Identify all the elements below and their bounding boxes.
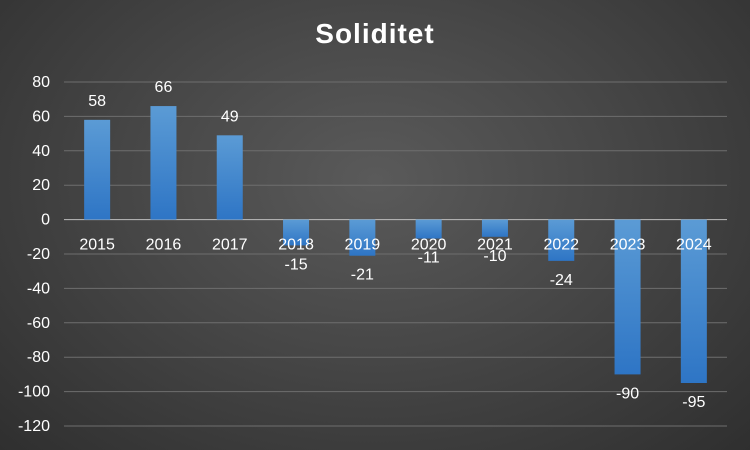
bar xyxy=(84,119,111,220)
bar xyxy=(614,219,641,375)
bar xyxy=(415,219,442,239)
y-tick-label: -100 xyxy=(18,384,50,401)
y-tick-label: -40 xyxy=(27,280,50,297)
data-labels: 58 66 49 -15 -21 -11 -10 -24 -90 -95 xyxy=(88,79,705,411)
data-label: 58 xyxy=(88,93,106,110)
bar xyxy=(680,219,707,383)
data-label: -15 xyxy=(284,256,307,273)
x-tick-label: 2016 xyxy=(146,237,182,254)
data-label: -24 xyxy=(550,272,573,289)
y-tick-label: -120 xyxy=(18,418,50,435)
data-label: -10 xyxy=(483,248,506,265)
x-tick-label: 2018 xyxy=(278,237,314,254)
x-tick-label: 2017 xyxy=(212,237,248,254)
bar xyxy=(481,219,508,237)
bar xyxy=(548,219,575,261)
data-label: -90 xyxy=(616,385,639,402)
chart-title: Soliditet xyxy=(315,18,435,49)
x-tick-label: 2015 xyxy=(79,237,115,254)
bars xyxy=(84,106,707,383)
x-tick-label: 2022 xyxy=(543,237,579,254)
bar xyxy=(216,135,243,220)
data-label: 49 xyxy=(221,108,239,125)
y-tick-label: 80 xyxy=(32,74,50,91)
data-label: -95 xyxy=(682,394,705,411)
x-tick-label: 2024 xyxy=(676,237,712,254)
y-tick-label: -80 xyxy=(27,349,50,366)
bar xyxy=(349,219,376,256)
x-tick-label: 2023 xyxy=(610,237,646,254)
data-label: -11 xyxy=(418,250,440,267)
y-tick-label: -20 xyxy=(27,246,50,263)
y-tick-label: 20 xyxy=(32,177,50,194)
bar xyxy=(283,219,310,246)
y-tick-label: 40 xyxy=(32,143,50,160)
x-tick-label: 2020 xyxy=(411,237,447,254)
x-tick-label: 2019 xyxy=(345,237,381,254)
y-axis: 80 60 40 20 0 -20 -40 -60 -80 -100 -120 xyxy=(18,74,50,435)
x-axis: 2015 2016 2017 2018 2019 2020 2021 2022 2023 2024 xyxy=(79,237,711,254)
data-label: 66 xyxy=(155,79,173,96)
data-label: -21 xyxy=(351,267,374,284)
y-tick-label: 0 xyxy=(41,212,50,229)
x-tick-label: 2021 xyxy=(477,237,513,254)
y-tick-label: -60 xyxy=(27,315,50,332)
y-tick-label: 60 xyxy=(32,108,50,125)
bar xyxy=(150,106,177,220)
